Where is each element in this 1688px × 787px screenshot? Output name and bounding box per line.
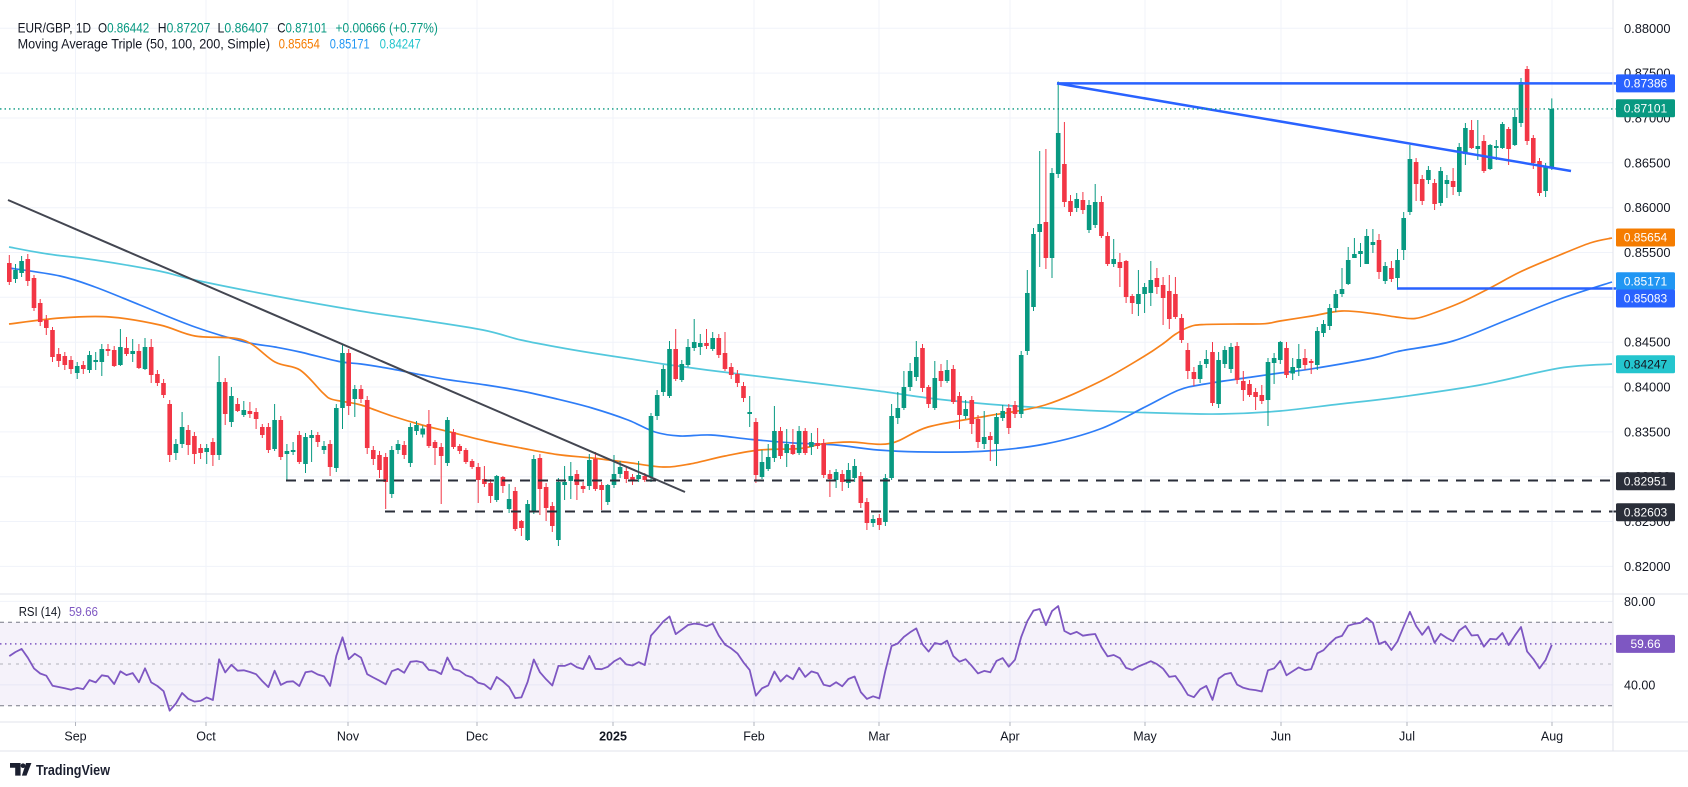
svg-text:0.86000: 0.86000 xyxy=(1624,201,1671,215)
svg-text:Mar: Mar xyxy=(868,730,890,744)
svg-text:0.84247: 0.84247 xyxy=(380,36,421,52)
svg-text:0.82951: 0.82951 xyxy=(1624,474,1668,488)
svg-text:80.00: 80.00 xyxy=(1624,595,1655,609)
svg-text:Jun: Jun xyxy=(1271,730,1291,744)
svg-text:0.87101: 0.87101 xyxy=(1624,102,1668,116)
svg-text:0.85654: 0.85654 xyxy=(279,36,320,52)
svg-text:Sep: Sep xyxy=(64,730,86,744)
svg-text:Jul: Jul xyxy=(1399,730,1415,744)
svg-text:Aug: Aug xyxy=(1541,730,1563,744)
svg-text:TradingView: TradingView xyxy=(36,762,110,779)
svg-text:0.84247: 0.84247 xyxy=(1624,358,1668,372)
svg-text:0.85171: 0.85171 xyxy=(330,36,370,52)
svg-text:EUR/GBP, 1D: EUR/GBP, 1D xyxy=(18,20,91,36)
svg-text:0.88000: 0.88000 xyxy=(1624,22,1671,36)
svg-text:0.85083: 0.85083 xyxy=(1624,292,1668,306)
svg-text:2025: 2025 xyxy=(599,730,627,744)
svg-text:0.84500: 0.84500 xyxy=(1624,336,1671,350)
svg-text:40.00: 40.00 xyxy=(1624,678,1655,692)
svg-text:0.82603: 0.82603 xyxy=(1624,505,1668,519)
svg-text:0.85500: 0.85500 xyxy=(1624,246,1671,260)
svg-text:59.66: 59.66 xyxy=(69,604,98,619)
svg-text:Dec: Dec xyxy=(466,730,488,744)
svg-text:0.87386: 0.87386 xyxy=(1624,77,1668,91)
svg-text:C0.87101: C0.87101 xyxy=(277,20,327,36)
svg-text:0.86500: 0.86500 xyxy=(1624,156,1671,170)
svg-text:0.85171: 0.85171 xyxy=(1624,275,1668,289)
svg-text:Oct: Oct xyxy=(196,730,216,744)
svg-text:Moving Average Triple (50, 100: Moving Average Triple (50, 100, 200, Sim… xyxy=(18,36,271,52)
svg-text:59.66: 59.66 xyxy=(1630,637,1660,651)
svg-text:0.83500: 0.83500 xyxy=(1624,425,1671,439)
svg-text:O0.86442: O0.86442 xyxy=(98,20,149,36)
svg-text:Nov: Nov xyxy=(337,730,360,744)
svg-text:0.85654: 0.85654 xyxy=(1624,231,1668,245)
svg-text:Feb: Feb xyxy=(743,730,765,744)
svg-text:+0.00666 (+0.77%): +0.00666 (+0.77%) xyxy=(336,20,438,36)
svg-text:Apr: Apr xyxy=(1000,730,1019,744)
svg-text:0.84000: 0.84000 xyxy=(1624,381,1671,395)
svg-text:L0.86407: L0.86407 xyxy=(218,20,269,36)
svg-text:RSI (14): RSI (14) xyxy=(19,604,61,619)
svg-text:May: May xyxy=(1133,730,1157,744)
svg-text:0.82000: 0.82000 xyxy=(1624,560,1671,574)
svg-text:H0.87207: H0.87207 xyxy=(158,20,211,36)
